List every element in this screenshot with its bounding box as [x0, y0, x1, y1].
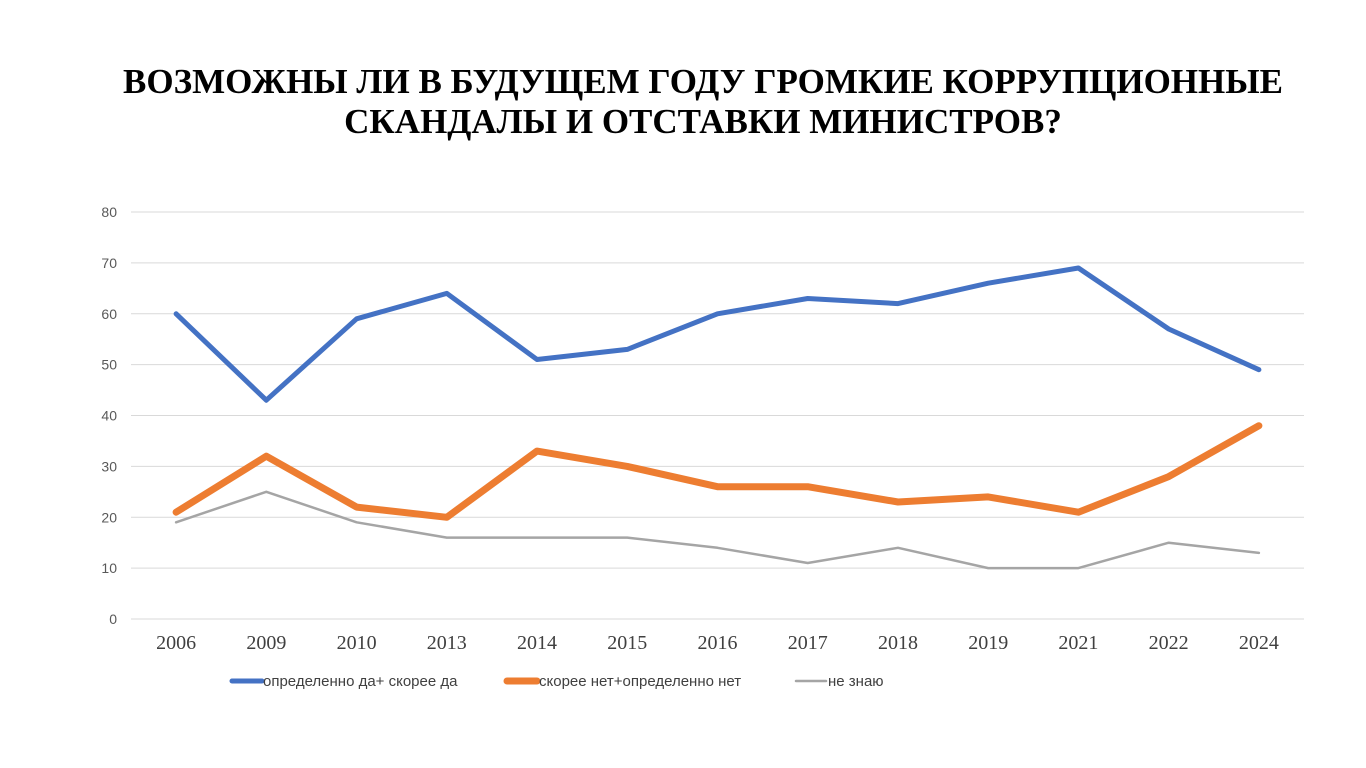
series-line-2 — [172, 422, 1263, 521]
x-tick-label: 2009 — [246, 632, 286, 654]
x-tick-label: 2019 — [968, 632, 1008, 654]
y-tick-label: 20 — [101, 509, 117, 525]
y-tick-label: 70 — [101, 255, 117, 271]
y-axis: 0 10 20 30 40 50 60 70 80 — [101, 204, 117, 627]
y-tick-label: 30 — [101, 458, 117, 474]
x-tick-label: 2015 — [607, 632, 647, 654]
y-tick-label: 40 — [101, 408, 117, 424]
y-tick-label: 80 — [101, 204, 117, 220]
chart-title-line-1: ВОЗМОЖНЫ ЛИ В БУДУЩЕМ ГОДУ ГРОМКИЕ КОРРУ… — [123, 62, 1283, 101]
x-tick-label: 2014 — [517, 632, 557, 654]
chart-title: ВОЗМОЖНЫ ЛИ В БУДУЩЕМ ГОДУ ГРОМКИЕ КОРРУ… — [0, 62, 1366, 142]
x-tick-label: 2016 — [698, 632, 738, 654]
x-tick-label: 2013 — [427, 632, 467, 654]
chart-title-line-2: СКАНДАЛЫ И ОТСТАВКИ МИНИСТРОВ? — [344, 102, 1062, 141]
y-tick-label: 60 — [101, 306, 117, 322]
x-tick-label: 2006 — [156, 632, 196, 654]
legend: определенно да+ скорее да скорее нет+опре… — [229, 673, 884, 690]
series-line-3 — [174, 490, 1261, 570]
series-lines — [172, 265, 1263, 570]
x-tick-label: 2024 — [1239, 632, 1279, 654]
legend-label-2: скорее нет+определенно нет — [539, 673, 741, 690]
grid-lines — [131, 211, 1304, 620]
legend-label-1: определенно да+ скорее да — [263, 673, 458, 690]
x-tick-label: 2017 — [788, 632, 828, 654]
y-tick-label: 10 — [101, 560, 117, 576]
series-line-1 — [173, 265, 1262, 403]
legend-label-3: не знаю — [828, 673, 884, 690]
x-tick-label: 2022 — [1149, 632, 1189, 654]
x-tick-label: 2010 — [337, 632, 377, 654]
y-tick-label: 0 — [109, 611, 117, 627]
x-tick-label: 2018 — [878, 632, 918, 654]
x-axis: 2006 2009 2010 2013 2014 2015 2016 2017 2018 2019… — [156, 632, 1279, 654]
y-tick-label: 50 — [101, 357, 117, 373]
x-tick-label: 2021 — [1058, 632, 1098, 654]
